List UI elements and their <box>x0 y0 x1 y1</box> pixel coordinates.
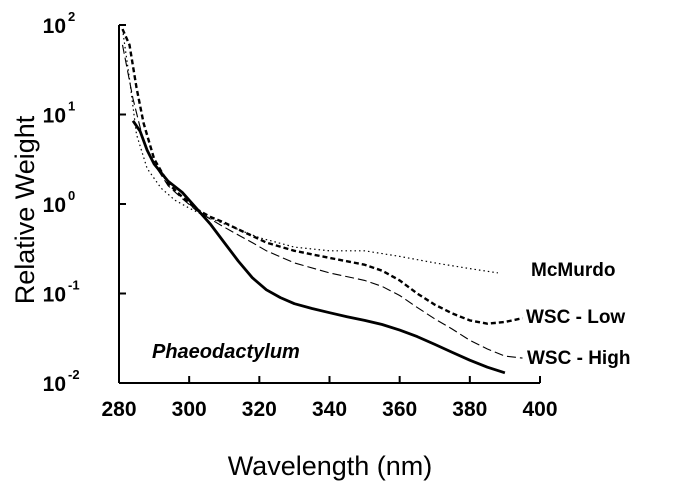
x-tick-label: 300 <box>172 398 207 421</box>
y-tick-exponent: -1 <box>68 278 80 293</box>
x-tick-label: 280 <box>101 398 136 421</box>
series-line-wsc-high <box>121 44 523 359</box>
series-line-phaeodactylum <box>131 120 506 375</box>
y-axis-label: Relative Weight <box>10 115 40 304</box>
plot-lines <box>121 28 523 375</box>
x-tick-label: 340 <box>312 398 347 421</box>
x-axis-label: Wavelength (nm) <box>228 451 433 481</box>
x-tick-label: 320 <box>242 398 277 421</box>
y-tick-label: 10 <box>43 105 66 128</box>
series-label: WSC - Low <box>526 307 625 328</box>
series-line-mcmurdo <box>121 29 498 274</box>
y-tick-exponent: 0 <box>68 188 75 203</box>
y-tick-label: 10 <box>43 194 66 217</box>
series-label: WSC - High <box>527 348 630 369</box>
y-tick-exponent: 2 <box>68 9 75 24</box>
x-ticks: 280 300 320 340 360 380 400 <box>101 376 558 421</box>
y-tick-label: 10 <box>43 373 66 396</box>
y-tick-exponent: -2 <box>68 367 80 382</box>
series-labels: McMurdo WSC - Low WSC - High <box>526 260 630 369</box>
x-tick-label: 380 <box>452 398 487 421</box>
x-tick-label: 360 <box>382 398 417 421</box>
y-tick-label: 10 <box>43 15 66 38</box>
annotation-phaeodactylum: Phaeodactylum <box>152 341 300 363</box>
y-tick-label: 10 <box>43 284 66 307</box>
x-tick-label: 400 <box>522 398 557 421</box>
series-line-wsc-low <box>121 28 523 325</box>
y-tick-exponent: 1 <box>68 99 75 114</box>
series-label: McMurdo <box>531 260 615 281</box>
